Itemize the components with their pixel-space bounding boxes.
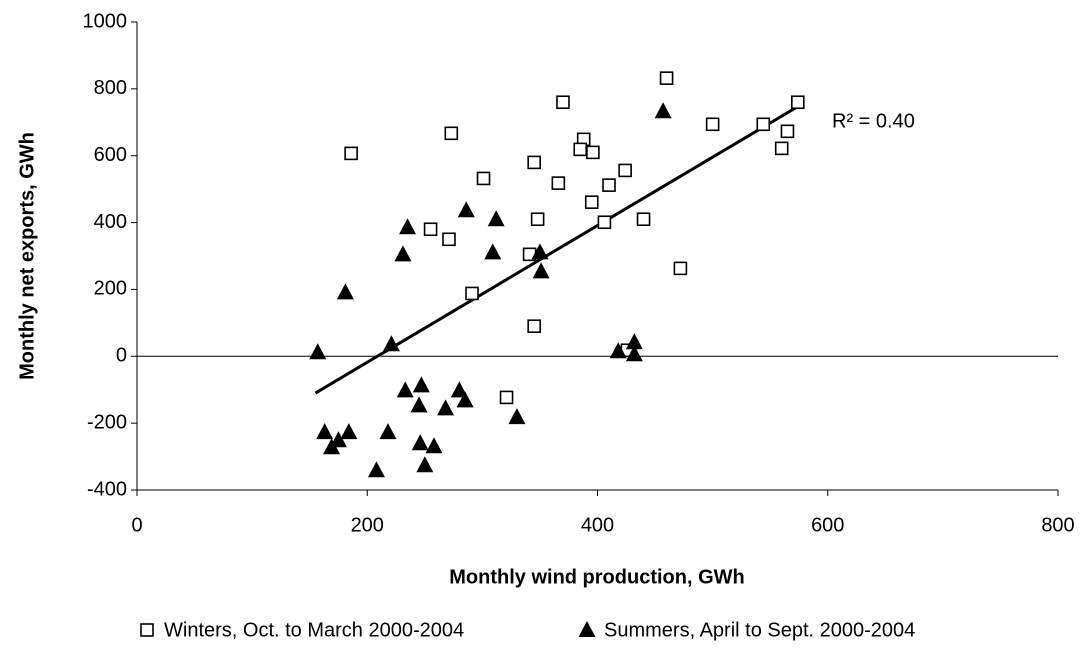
- marker-square: [756, 117, 771, 132]
- x-tick-label: 0: [131, 514, 142, 536]
- x-tick-label: 800: [1041, 514, 1074, 536]
- marker-triangle: [531, 243, 549, 260]
- marker-triangle: [654, 102, 672, 119]
- marker-square: [423, 222, 438, 237]
- marker-triangle: [437, 399, 455, 416]
- marker-square: [530, 212, 545, 227]
- marker-square: [659, 71, 674, 85]
- marker-square: [602, 178, 616, 192]
- marker-triangle: [382, 335, 400, 352]
- y-tick-label: 600: [94, 144, 127, 166]
- marker-square: [527, 319, 541, 334]
- marker-triangle: [450, 381, 468, 398]
- annotation: R² = 0.40: [832, 110, 915, 132]
- marker-triangle: [457, 201, 475, 218]
- marker-square: [444, 126, 459, 141]
- y-tick-label: 400: [94, 211, 127, 233]
- x-tick-label: 600: [811, 514, 844, 536]
- marker-square: [780, 124, 795, 139]
- marker-square: [556, 95, 570, 110]
- marker-square: [551, 176, 566, 190]
- x-axis-label: Monthly wind production, GWh: [449, 566, 745, 588]
- marker-triangle: [508, 408, 526, 425]
- marker-triangle: [487, 210, 505, 227]
- marker-triangle: [625, 345, 643, 362]
- marker-triangle: [625, 333, 643, 350]
- marker-triangle: [411, 434, 429, 451]
- marker-square: [527, 155, 541, 170]
- marker-square: [586, 145, 600, 160]
- marker-square: [584, 195, 599, 209]
- marker-triangle: [329, 431, 347, 448]
- marker-square: [618, 163, 632, 178]
- y-tick-label: -200: [87, 411, 127, 433]
- x-tick-label: 200: [351, 514, 384, 536]
- marker-triangle: [532, 262, 550, 279]
- marker-triangle: [309, 343, 327, 360]
- marker-square: [499, 390, 514, 405]
- marker-triangle: [396, 381, 414, 398]
- marker-triangle: [412, 376, 430, 393]
- marker-triangle: [336, 283, 354, 300]
- y-tick-label: 200: [94, 278, 127, 300]
- marker-square: [476, 171, 491, 186]
- marker-square: [791, 95, 805, 110]
- marker-triangle: [394, 245, 412, 262]
- marker-triangle: [379, 423, 397, 440]
- marker-triangle: [609, 342, 627, 359]
- marker-triangle: [410, 396, 428, 413]
- marker-triangle: [399, 218, 417, 235]
- marker-square: [636, 212, 651, 227]
- legend-label: Summers, April to Sept. 2000-2004: [604, 619, 915, 641]
- y-tick-label: 0: [116, 345, 127, 367]
- x-tick-label: 400: [581, 514, 614, 536]
- legend-marker: [140, 623, 154, 637]
- marker-triangle: [416, 456, 434, 473]
- marker-triangle: [316, 423, 334, 440]
- y-tick-label: 1000: [83, 10, 128, 32]
- marker-square: [442, 232, 456, 247]
- marker-triangle: [340, 423, 358, 440]
- marker-triangle: [425, 437, 443, 454]
- marker-square: [774, 141, 789, 156]
- marker-triangle: [456, 391, 474, 408]
- marker-square: [573, 142, 588, 157]
- marker-square: [705, 117, 720, 132]
- y-axis-label: Monthly net exports, GWh: [16, 132, 38, 380]
- marker-square: [465, 286, 479, 301]
- marker-square: [673, 261, 688, 276]
- legend-label: Winters, Oct. to March 2000-2004: [164, 619, 464, 641]
- marker-square: [597, 215, 612, 230]
- y-tick-label: -400: [87, 478, 127, 500]
- marker-square: [344, 146, 358, 161]
- y-tick-label: 800: [94, 77, 127, 99]
- marker-triangle: [484, 243, 502, 260]
- marker-triangle: [367, 461, 385, 478]
- legend-marker: [578, 621, 596, 637]
